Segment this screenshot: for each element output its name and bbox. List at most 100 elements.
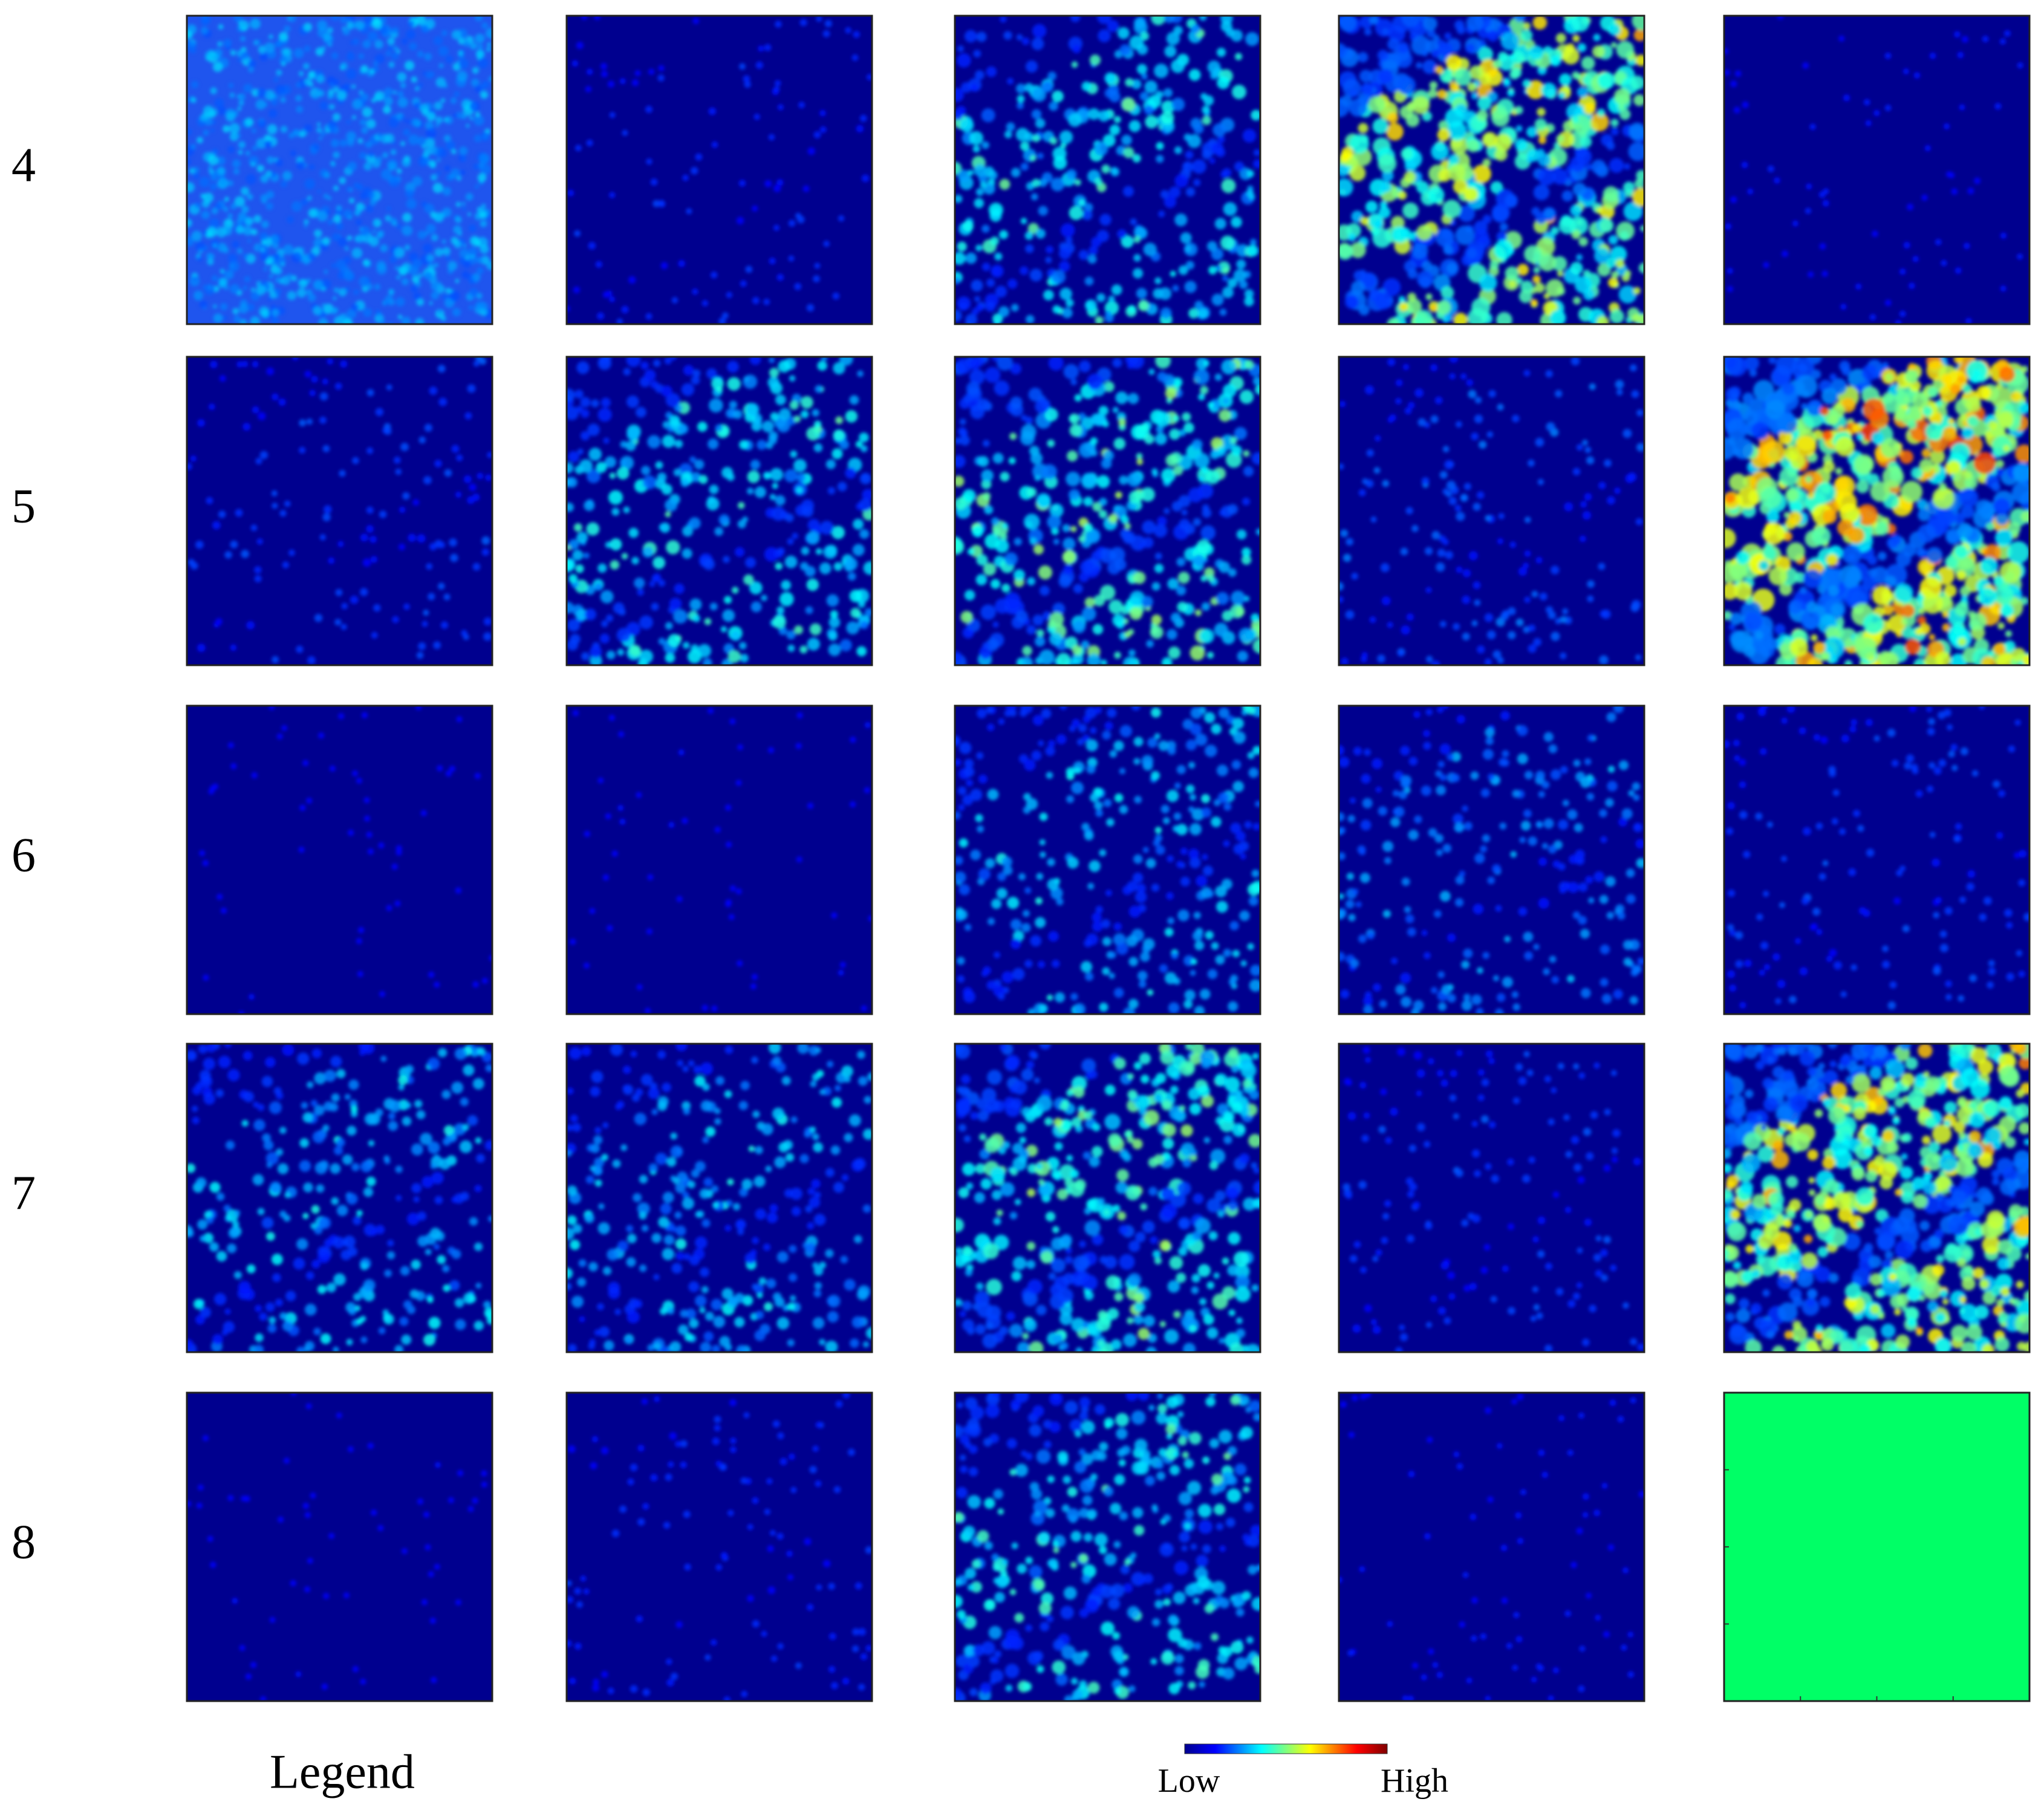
heat-spot	[271, 99, 278, 106]
heat-spot	[1967, 187, 1974, 195]
heat-spot	[674, 440, 683, 448]
heat-spot	[1819, 567, 1841, 590]
heat-spot	[1090, 437, 1098, 445]
heat-spot	[1429, 81, 1438, 89]
heat-spot	[1155, 845, 1165, 855]
heat-spot	[209, 183, 217, 190]
heat-spot	[1024, 887, 1032, 894]
heat-spot	[1081, 640, 1090, 649]
heat-spot	[477, 57, 489, 68]
heat-spot	[321, 131, 326, 137]
heat-spot	[658, 637, 666, 645]
heat-spot	[342, 318, 353, 324]
heat-spot	[1351, 573, 1358, 580]
heat-spot	[227, 213, 233, 219]
heat-spot	[1447, 994, 1456, 1003]
heat-spot	[1516, 277, 1523, 284]
heat-spot	[640, 466, 651, 475]
heat-spot	[269, 109, 278, 118]
heat-spot	[975, 574, 988, 585]
heat-spot	[449, 766, 456, 772]
heat-spot	[1220, 235, 1235, 250]
heat-spot	[363, 308, 373, 317]
heat-spot	[373, 60, 379, 66]
heat-spot	[424, 53, 432, 61]
heat-spot	[1160, 468, 1176, 483]
heat-spot	[1476, 1007, 1484, 1014]
heat-spot	[1538, 136, 1546, 145]
heat-spot	[1193, 178, 1201, 187]
heat-spot	[1875, 521, 1889, 536]
heat-spot	[2017, 253, 2023, 260]
heat-spot	[569, 939, 576, 945]
heat-spot	[579, 459, 593, 473]
heat-spot	[772, 88, 780, 96]
heat-spot	[353, 1216, 362, 1225]
heat-spot	[1053, 155, 1067, 170]
heat-spot	[1365, 200, 1378, 213]
heat-spot	[327, 93, 333, 100]
heat-spot	[1496, 231, 1507, 242]
heat-spot	[969, 369, 985, 385]
heat-spot	[392, 140, 397, 145]
heat-spot	[1131, 706, 1141, 711]
heat-spot	[1559, 887, 1566, 894]
heat-spot	[1184, 989, 1196, 1001]
heat-spot	[344, 246, 349, 251]
heat-spot	[1222, 168, 1232, 178]
heat-spot	[1027, 577, 1035, 586]
heat-spot	[1216, 148, 1226, 157]
heat-spot	[1070, 379, 1078, 386]
heat-spot	[1887, 614, 1906, 633]
heat-spot	[955, 195, 963, 203]
heat-spot	[1132, 872, 1144, 883]
heat-spot	[1156, 155, 1164, 163]
heatmap-panel	[1723, 704, 2031, 1015]
heat-spot	[309, 389, 316, 397]
heat-spot	[1743, 959, 1752, 968]
heat-spot	[1833, 961, 1842, 970]
heat-spot	[1037, 152, 1044, 160]
heat-spot	[731, 587, 739, 594]
heat-spot	[597, 357, 612, 370]
heat-spot	[1924, 145, 1931, 152]
heat-spot	[223, 39, 232, 47]
heat-spot	[340, 16, 347, 24]
heat-spot	[1202, 116, 1211, 125]
panel-frame	[565, 356, 873, 666]
heat-spot	[1049, 101, 1058, 111]
heat-spot	[1370, 227, 1380, 236]
heat-spot	[958, 804, 965, 811]
heat-spot	[1589, 383, 1596, 391]
heat-spot	[1019, 266, 1029, 275]
heat-spot	[1183, 1000, 1193, 1009]
heat-spot	[981, 469, 994, 482]
heat-spot	[1234, 53, 1243, 60]
heat-spot	[749, 581, 763, 594]
heat-spot	[1156, 142, 1164, 151]
heat-spot	[1466, 248, 1477, 259]
heat-spot	[1166, 31, 1180, 45]
heat-spot	[417, 51, 424, 58]
heat-spot	[376, 232, 383, 239]
heat-spot	[788, 220, 796, 227]
heat-spot	[1447, 121, 1467, 141]
heat-spot	[1792, 220, 1799, 227]
heat-spot	[474, 772, 481, 779]
heat-spot	[639, 649, 654, 663]
heat-spot	[339, 139, 347, 147]
heat-spot	[487, 452, 492, 458]
heat-spot	[1140, 31, 1150, 41]
heat-spot	[1967, 415, 1979, 428]
heat-spot	[1613, 989, 1623, 1000]
heat-spot	[208, 155, 219, 166]
heat-spot	[1433, 909, 1442, 918]
heat-spot	[434, 981, 440, 988]
heat-spot	[1849, 726, 1857, 733]
heat-spot	[1237, 650, 1249, 662]
heat-spot	[991, 517, 1000, 526]
heat-spot	[1779, 902, 1786, 908]
heat-spot	[1076, 738, 1084, 746]
heat-spot	[1501, 758, 1509, 767]
heat-spot	[1818, 191, 1826, 198]
